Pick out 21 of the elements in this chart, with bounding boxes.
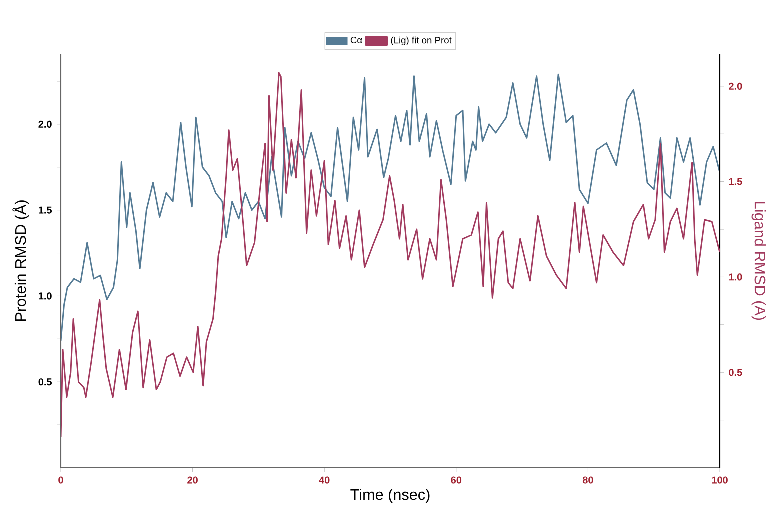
line-series [61, 72, 720, 438]
y2-tick-label: 0.5 [729, 369, 742, 376]
y2-tick-label: 1.5 [729, 178, 742, 186]
y2-axis-title: Ligand RMSD (A) [752, 202, 766, 320]
y-tick-label: 1.0 [39, 292, 52, 300]
line-series [61, 74, 720, 342]
y-tick-label: 1.5 [39, 206, 52, 214]
x-tick-label: 0 [58, 476, 64, 484]
y2-tick-label: 2.0 [729, 82, 742, 90]
legend-label: (Lig) fit on Prot [391, 36, 452, 46]
y-tick-label: 2.0 [38, 120, 52, 128]
x-tick-label: 20 [188, 476, 198, 484]
x-tick-label: 80 [582, 476, 594, 484]
y-tick-label: 0.5 [38, 378, 52, 386]
y-axis-title: Protein RMSD (Å) [12, 200, 30, 322]
legend-label: Cα [350, 36, 362, 44]
x-tick-label: 100 [712, 476, 728, 484]
x-tick-label: 60 [451, 476, 462, 484]
y2-tick-label: 1.0 [729, 274, 742, 281]
x-axis-title: Time (nsec) [350, 488, 430, 504]
x-tick-label: 40 [319, 476, 330, 484]
